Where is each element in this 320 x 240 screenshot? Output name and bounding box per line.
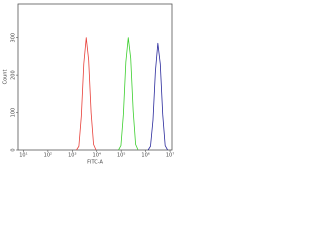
y-tick-label: 100 bbox=[11, 108, 17, 118]
series-line bbox=[76, 37, 97, 151]
y-axis-label: Count bbox=[3, 70, 9, 85]
y-tick-label: 300 bbox=[11, 33, 17, 43]
y-tick-label: 200 bbox=[11, 70, 17, 80]
x-tick-label: 10³ bbox=[68, 153, 76, 159]
x-axis-label: FITC-A bbox=[87, 160, 103, 166]
series-line bbox=[147, 42, 168, 151]
x-tick-label: 10⁶ bbox=[141, 153, 149, 159]
x-tick-label: 10⁷ bbox=[166, 153, 174, 159]
x-tick-label: 10⁵ bbox=[117, 153, 125, 159]
page: FITC-A Count 10¹ 10² 10³ 10⁴ 10⁵ 10⁶ 10⁷ 0 100 20… bbox=[2, 3, 175, 166]
x-tick-label: 10² bbox=[44, 153, 52, 159]
series-line bbox=[118, 37, 139, 151]
chart: FITC-A Count 10¹ 10² 10³ 10⁴ 10⁵ 10⁶ 10⁷ 0 100 20… bbox=[3, 3, 174, 166]
y-tick-label: 0 bbox=[11, 148, 17, 151]
x-tick-label: 10⁴ bbox=[93, 153, 101, 159]
x-tick-label: 10¹ bbox=[19, 153, 27, 159]
plot-frame bbox=[17, 3, 173, 151]
